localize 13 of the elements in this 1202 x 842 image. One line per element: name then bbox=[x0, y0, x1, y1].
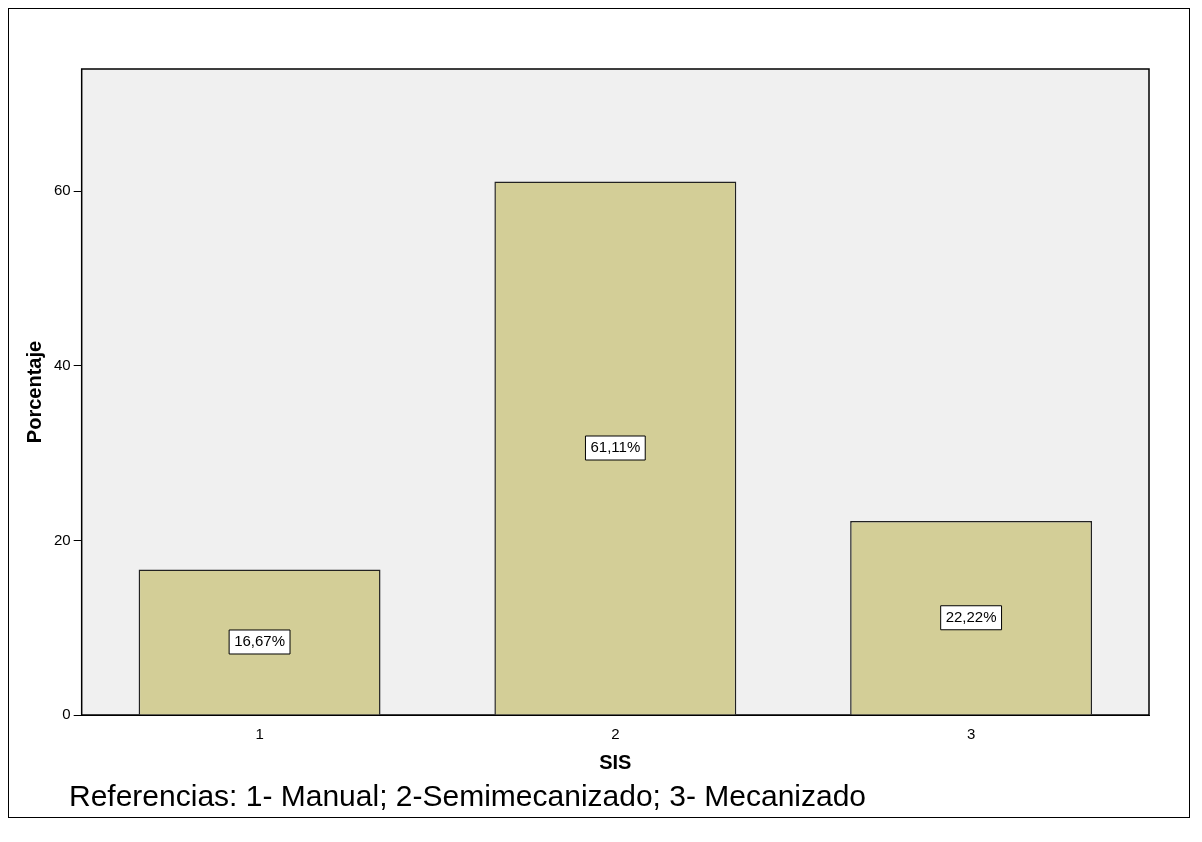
data-label: 16,67% bbox=[234, 632, 286, 650]
x-tick-label: 2 bbox=[611, 725, 620, 743]
data-label: 22,22% bbox=[945, 607, 997, 625]
y-axis-title: Porcentaje bbox=[22, 340, 45, 444]
x-axis-title: SIS bbox=[599, 750, 632, 773]
y-tick-label: 60 bbox=[54, 181, 71, 199]
y-tick-label: 20 bbox=[54, 530, 71, 548]
data-label: 61,11% bbox=[590, 438, 641, 456]
y-tick-label: 40 bbox=[54, 355, 71, 373]
x-tick-label: 1 bbox=[255, 725, 264, 743]
y-tick-label: 0 bbox=[62, 705, 71, 723]
text: Referencias: 1- Manual; 2-Semimecanizado; 3- Mecanizado bbox=[68, 779, 868, 814]
x-tick-label: 3 bbox=[966, 725, 976, 743]
